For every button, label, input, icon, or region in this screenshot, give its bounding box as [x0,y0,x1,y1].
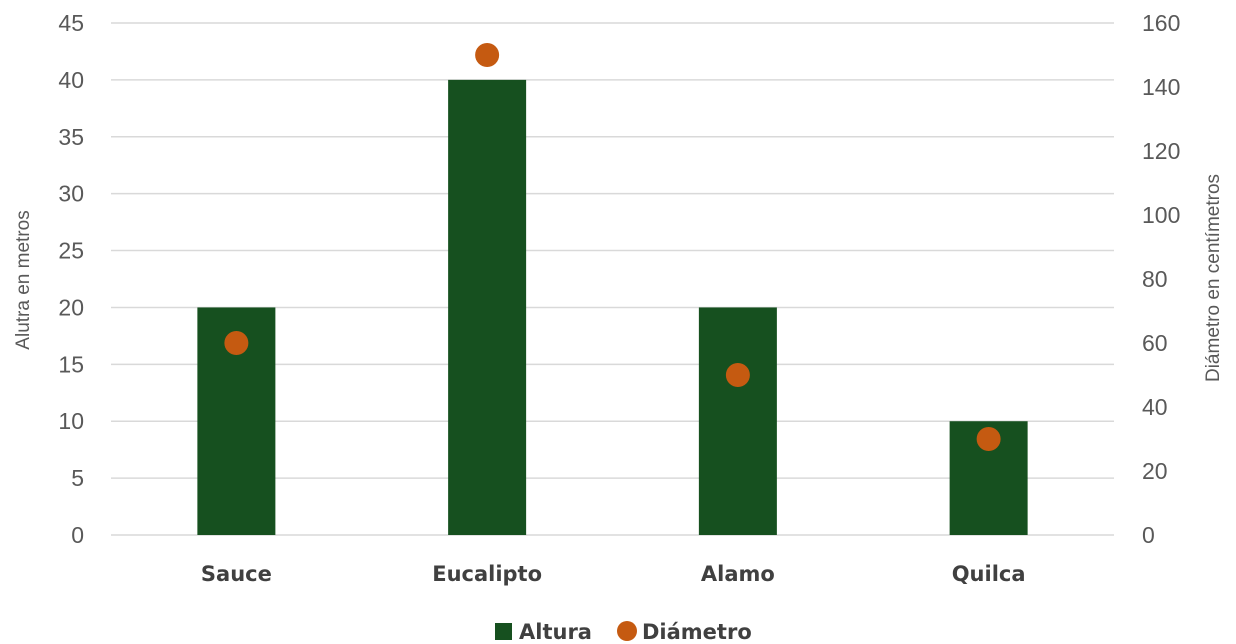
diametro-points [224,43,1001,451]
point-quilca [976,427,1001,451]
left-tick-30: 30 [58,181,84,207]
point-alamo [725,363,750,387]
left-tick-40: 40 [58,67,84,93]
category-label-eucalipto: Eucalipto [432,562,542,586]
left-tick-45: 45 [58,10,84,36]
right-tick-100: 100 [1142,202,1180,228]
bar-eucalipto [448,79,527,535]
category-labels: Sauce Eucalipto Alamo Quilca [201,562,1026,586]
left-tick-25: 25 [58,238,84,264]
right-axis-ticks: 0 20 40 60 80 100 120 140 160 [1142,10,1180,548]
left-axis-title: Alutra en metros [13,210,34,349]
legend-diametro-label: Diámetro [642,620,752,644]
category-label-alamo: Alamo [701,562,775,586]
point-eucalipto [475,43,500,67]
right-tick-140: 140 [1142,74,1180,100]
right-tick-160: 160 [1142,10,1180,36]
left-tick-35: 35 [58,124,84,150]
left-tick-15: 15 [58,351,84,377]
right-tick-120: 120 [1142,138,1180,164]
legend-diametro-swatch [617,621,637,641]
right-tick-80: 80 [1142,266,1168,292]
category-label-sauce: Sauce [201,562,272,586]
legend-altura-label: Altura [519,620,592,644]
left-axis-ticks: 0 5 10 15 20 25 30 35 40 45 [58,10,84,548]
category-label-quilca: Quilca [952,562,1026,586]
legend: Altura Diámetro [495,620,752,644]
gridlines [111,22,1114,536]
right-tick-20: 20 [1142,458,1168,484]
left-tick-20: 20 [58,294,84,320]
right-tick-40: 40 [1142,394,1168,420]
left-tick-5: 5 [71,465,84,491]
right-axis-title: Diámetro en centímetros [1203,174,1224,382]
bar-alamo [698,307,777,535]
right-tick-60: 60 [1142,330,1168,356]
left-tick-0: 0 [71,522,84,548]
right-tick-0: 0 [1142,522,1155,548]
legend-altura-swatch [495,623,512,640]
point-sauce [224,331,249,355]
left-tick-10: 10 [58,408,84,434]
